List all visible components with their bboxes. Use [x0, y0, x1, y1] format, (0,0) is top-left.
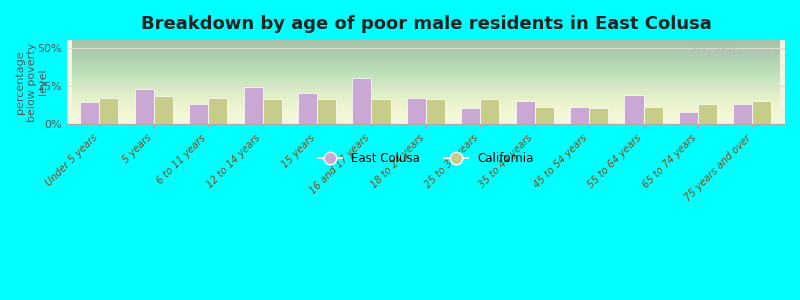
Bar — [480, 99, 499, 124]
Bar — [244, 87, 262, 124]
Bar — [752, 101, 771, 124]
Bar — [516, 101, 534, 124]
Bar — [643, 107, 662, 124]
Bar — [462, 109, 480, 124]
Bar — [262, 99, 282, 124]
Bar — [353, 78, 371, 124]
Bar — [99, 98, 118, 124]
Bar — [298, 93, 317, 124]
Bar — [154, 96, 173, 124]
Bar — [570, 107, 589, 124]
Bar — [426, 99, 445, 124]
Bar — [407, 98, 426, 124]
Legend: East Colusa, California: East Colusa, California — [314, 147, 538, 170]
Bar — [589, 109, 608, 124]
Bar — [371, 99, 390, 124]
Bar — [208, 98, 227, 124]
Bar — [625, 95, 643, 124]
Title: Breakdown by age of poor male residents in East Colusa: Breakdown by age of poor male residents … — [141, 15, 711, 33]
Y-axis label: percentage
below poverty
level: percentage below poverty level — [15, 42, 48, 122]
Bar — [317, 99, 336, 124]
Bar — [80, 102, 99, 124]
Bar — [679, 112, 698, 124]
Bar — [698, 104, 717, 124]
Bar — [189, 104, 208, 124]
Bar — [734, 104, 752, 124]
Bar — [534, 107, 554, 124]
Text: City-Data.com: City-Data.com — [691, 47, 770, 57]
Bar — [134, 89, 154, 124]
